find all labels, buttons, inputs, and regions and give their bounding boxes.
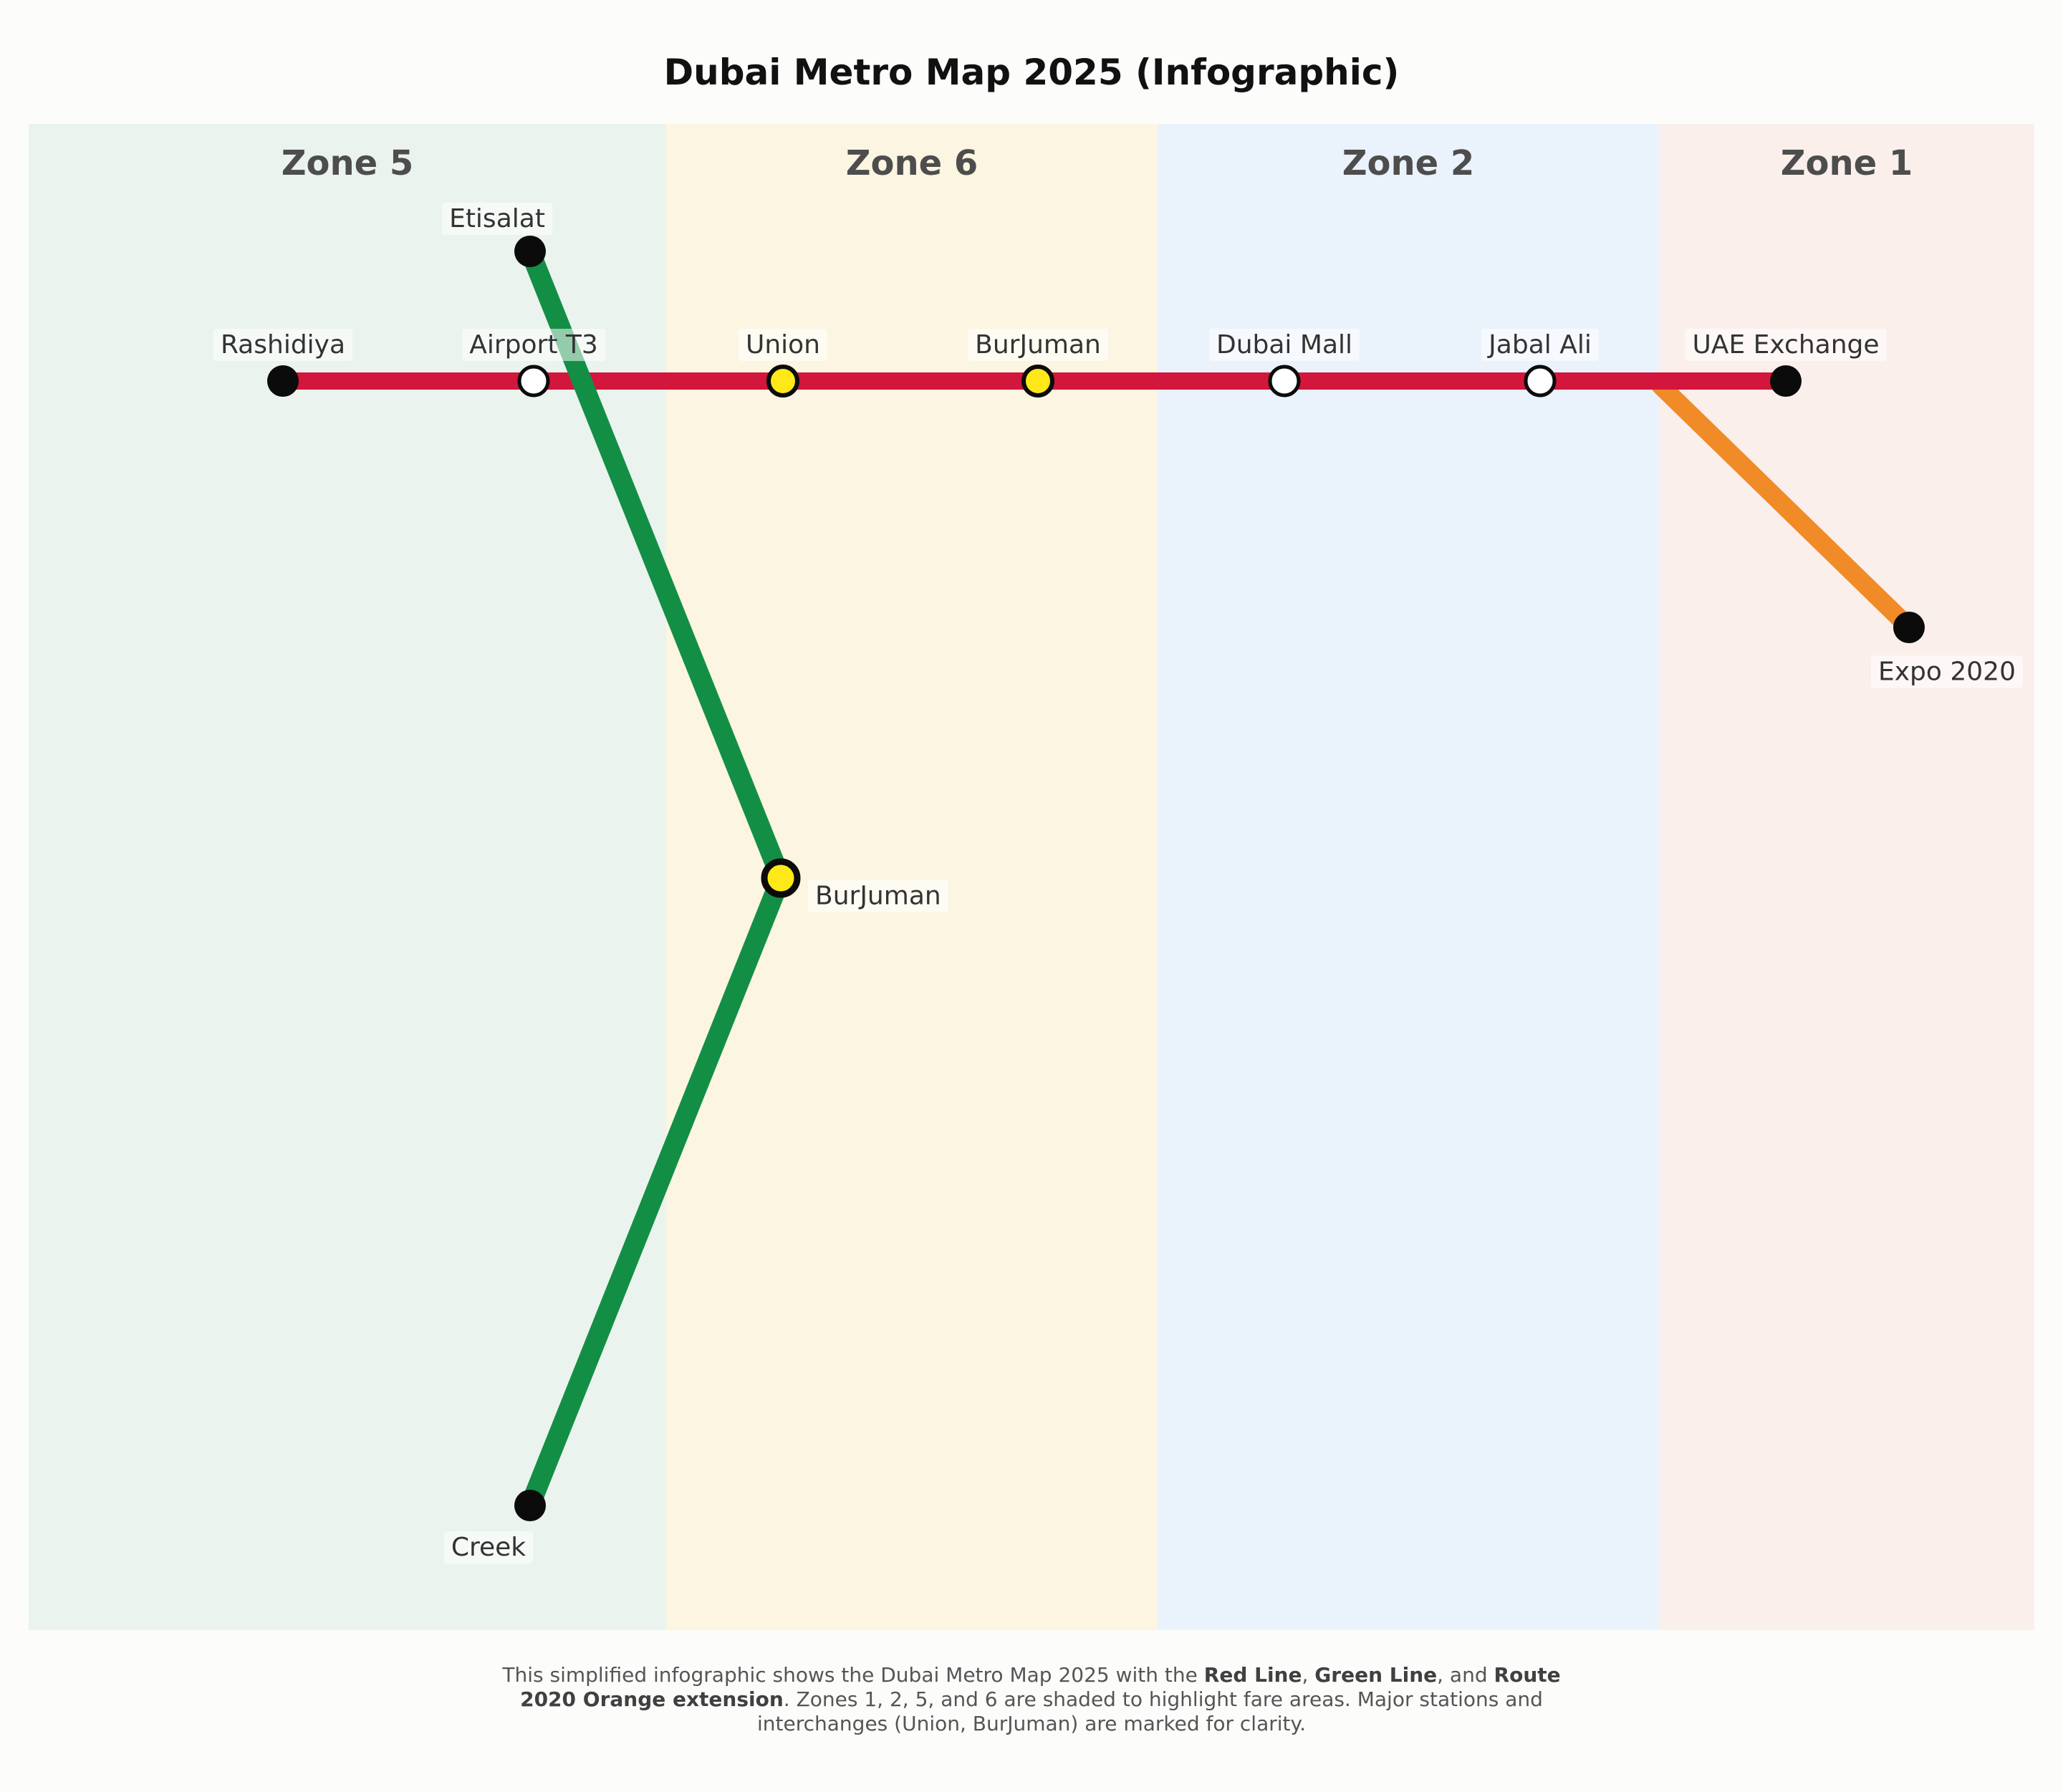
footer-text-segment: , and (1437, 1663, 1494, 1687)
station-marker-dubai-mall (1268, 365, 1301, 398)
zone-label-zone5: Zone 5 (281, 143, 414, 183)
station-label-burjuman-red: BurJuman (968, 329, 1108, 361)
station-marker-uae-exchange (1770, 365, 1802, 397)
station-label-airport-t3: Airport T3 (462, 329, 605, 361)
station-label-burjuman-green: BurJuman (808, 880, 948, 912)
footer-text-segment: Red Line (1203, 1663, 1302, 1687)
zone-label-zone1: Zone 1 (1780, 143, 1913, 183)
station-marker-jabal-ali (1524, 365, 1557, 398)
station-marker-burjuman-green (761, 858, 801, 898)
footer-text-segment: . Zones 1, 2, 5, and 6 are shaded to hig… (757, 1687, 1543, 1736)
station-label-expo-2020: Expo 2020 (1871, 655, 2023, 688)
station-label-creek: Creek (443, 1531, 534, 1564)
station-label-jabal-ali: Jabal Ali (1481, 329, 1599, 361)
footer-caption: This simplified infographic shows the Du… (494, 1663, 1569, 1736)
station-marker-union (766, 365, 799, 398)
station-label-union: Union (738, 329, 828, 361)
footer-text-segment: , (1302, 1663, 1315, 1687)
footer-text-segment: Route 2020 Orange extension (520, 1663, 1561, 1712)
station-label-uae-exchange: UAE Exchange (1685, 329, 1887, 361)
station-label-dubai-mall: Dubai Mall (1208, 329, 1360, 361)
station-marker-etisalat (514, 236, 546, 267)
station-label-rashidiya: Rashidiya (213, 329, 353, 361)
station-marker-rashidiya (267, 365, 299, 397)
footer-text-segment: This simplified infographic shows the Du… (502, 1663, 1204, 1687)
station-marker-creek (514, 1490, 546, 1521)
station-marker-burjuman-red (1021, 365, 1054, 398)
page-title: Dubai Metro Map 2025 (Infographic) (663, 52, 1400, 93)
station-marker-airport-t3 (517, 365, 550, 398)
station-marker-expo-2020 (1893, 612, 1925, 643)
zone-label-zone2: Zone 2 (1342, 143, 1475, 183)
station-label-etisalat: Etisalat (442, 203, 552, 235)
zone-label-zone6: Zone 6 (845, 143, 978, 183)
orange-line-path (1651, 376, 1918, 637)
footer-text-segment: Green Line (1314, 1663, 1438, 1687)
